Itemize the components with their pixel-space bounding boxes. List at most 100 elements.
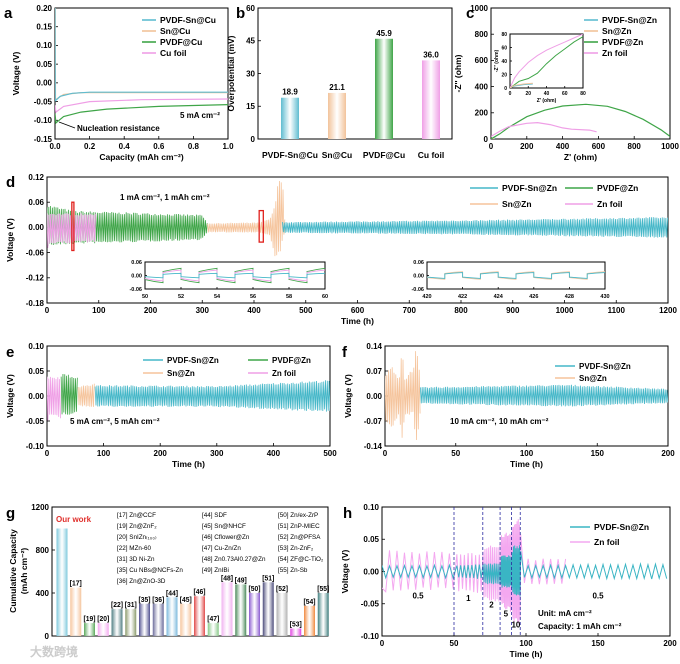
plot-frame (144, 261, 326, 290)
y-axis-label: Voltage (V) (340, 549, 350, 593)
x-tick-label: 422 (458, 294, 467, 300)
x-tick-label: 800 (454, 306, 468, 315)
inset-series-pvdf-zn (510, 36, 583, 88)
x-tick-label: 0 (509, 91, 512, 97)
bar-reference-label: [35] (139, 597, 151, 604)
bar-reference-label: [20] (97, 616, 109, 623)
y-axis-label: -Z'' (ohm) (494, 49, 500, 72)
bar--46- (194, 596, 205, 636)
y-tick-label: 0.06 (413, 260, 424, 266)
legend-label: Sn@Zn (502, 199, 532, 209)
x-tick-label: 60 (562, 91, 568, 97)
y-tick-label: -0.05 (26, 417, 45, 426)
bar--49- (235, 584, 247, 636)
legend-label: PVDF-Sn@Zn (579, 362, 631, 371)
x-tick-label: 100 (519, 639, 533, 648)
y-tick-label: 60 (501, 45, 507, 51)
series-pvdf-sn-zn (419, 384, 668, 407)
bar-our-work (56, 528, 68, 636)
watermark: 大数跨境 (30, 644, 78, 659)
bar-reference-label: [36] (152, 597, 164, 604)
y-axis-label-unit: (mAh cm⁻²) (19, 548, 29, 595)
plot-frame (509, 33, 584, 89)
bar-value-label: 45.9 (376, 29, 392, 38)
bar-reference-label: [55] (317, 586, 329, 593)
bar-reference-label: [31] (125, 602, 137, 609)
legend-label: Zn foil (594, 537, 620, 547)
plot-frame (46, 176, 669, 304)
x-tick-label: 58 (286, 294, 292, 300)
y-tick-label: 40 (501, 59, 507, 65)
reference-entry: [55] Zn-Sb (278, 567, 308, 574)
reference-entry: [36] Zn@ZnO-3D (117, 578, 166, 585)
series-cu-foil (55, 98, 228, 114)
panel-h: 0 50 100 150 200 -0.10 -0.05 0.00 0.05 0.10 Time (… (340, 503, 677, 659)
y-tick-label: 0.06 (28, 198, 44, 207)
y-axis-label: -Z'' (ohm) (453, 54, 463, 92)
bar--55- (317, 593, 329, 636)
x-axis-label: Time (h) (341, 316, 374, 326)
reference-entry: [51] ZnP-MIEC (278, 523, 320, 530)
y-tick-label: -0.06 (129, 287, 142, 293)
y-axis-label: Overpotential (mV) (226, 35, 236, 111)
legend-label: Zn foil (272, 369, 296, 378)
y-tick-label: 0.10 (28, 342, 44, 351)
panel-a: 0.0 0.2 0.4 0.6 0.8 1.0 -0.15 -0.10 -0.05 0.00 0.0… (11, 4, 234, 162)
panel-letter: f (342, 344, 348, 361)
panel-e: 0 100 200 300 400 500 -0.10 -0.05 0.00 0.05 0.10 Ti… (5, 342, 337, 469)
current-density-label: 0.5 (412, 592, 424, 601)
our-work-label: Our work (56, 515, 92, 524)
current-density-label: 5 (504, 610, 509, 619)
category-label: Sn@Cu (322, 150, 352, 160)
x-tick-label: 54 (214, 294, 221, 300)
y-tick-label: 60 (246, 4, 255, 13)
y-tick-label: 45 (246, 37, 255, 46)
x-tick-label: 0 (45, 306, 50, 315)
bar-pvdf-cu (375, 38, 393, 139)
y-tick-label: 0 (484, 135, 489, 144)
inset-series-pvdf-sn-zn (145, 272, 325, 279)
series-pvdf-sn-zn (382, 545, 668, 597)
x-axis-label: Time (h) (510, 649, 543, 659)
y-tick-label: 0.05 (36, 60, 52, 69)
inset-series-pvdf-sn-zn (427, 272, 605, 279)
y-tick-label: 0.10 (36, 41, 52, 50)
highlight-box (258, 209, 264, 243)
bar--35- (139, 603, 150, 636)
reference-entry: [48] Zn0.73Al0.27@Zn (202, 556, 266, 563)
y-tick-label: -0.10 (34, 116, 53, 125)
bar-reference-label: [52] (276, 586, 288, 593)
legend-label: PVDF-Sn@Zn (502, 183, 557, 193)
current-density-label: 2 (489, 601, 494, 610)
bar-reference-label: [46] (194, 589, 206, 596)
y-tick-label: 0 (251, 135, 256, 144)
legend-label: PVDF@Zn (597, 183, 638, 193)
plot-frame (257, 7, 453, 140)
bar-reference-label: [17] (70, 581, 82, 588)
x-tick-label: 0.8 (188, 142, 200, 151)
bar-value-label: 21.1 (329, 83, 345, 92)
bar-sn-cu (328, 92, 346, 139)
x-axis-label: Time (h) (172, 459, 205, 469)
series-pvdf-sn-cu (55, 8, 228, 102)
bar--51- (262, 582, 274, 636)
x-tick-label: 1000 (661, 142, 679, 151)
y-tick-label: 0.05 (363, 535, 379, 544)
legend-label: PVDF-Sn@Zn (602, 15, 657, 25)
y-tick-label: -0.14 (364, 442, 383, 451)
x-tick-label: 100 (97, 449, 111, 458)
annotation-current-density: 5 mA cm⁻² (180, 111, 220, 120)
series-pvdf-zn (60, 373, 78, 415)
panel-letter: b (236, 5, 245, 22)
inset-c: 0 20 40 60 80 0 20 40 60 80 Z' (ohm) -Z'' (ohm) (494, 32, 586, 104)
x-tick-label: 0.2 (84, 142, 96, 151)
bar--53- (290, 628, 302, 636)
inset-d-2: 420 422 424 426 428 430 -0.06 0.00 0.06 (411, 260, 609, 300)
x-tick-label: 1100 (608, 306, 626, 315)
bar--45- (180, 603, 192, 636)
y-tick-label: 1000 (470, 4, 488, 13)
inset-series-zn-foil (510, 34, 583, 88)
y-tick-label: -0.10 (361, 632, 380, 641)
bar-reference-label: [49] (235, 577, 247, 584)
